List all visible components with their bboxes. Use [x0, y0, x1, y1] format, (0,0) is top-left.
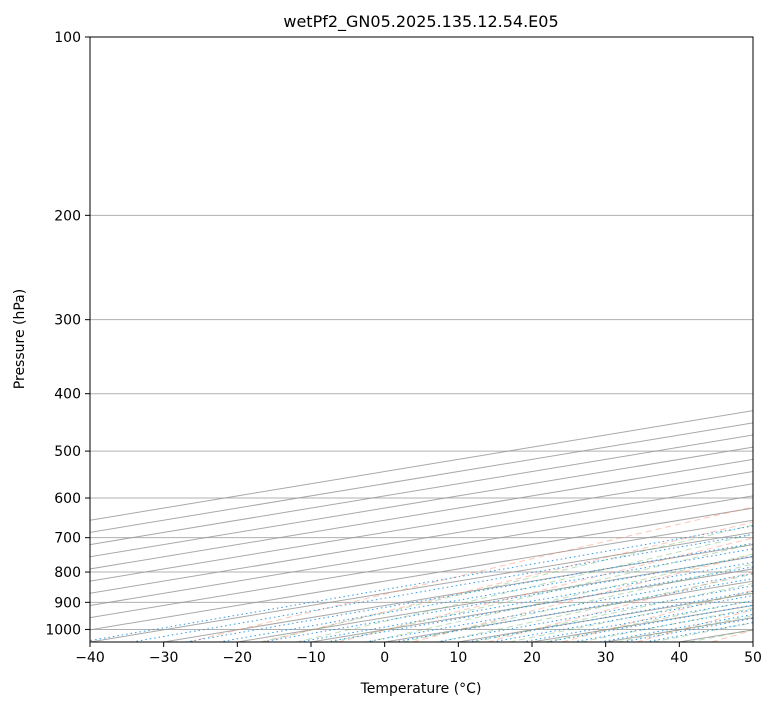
y-tick-label: 800	[54, 565, 81, 581]
y-axis: 100 200 300 400 500 600 700 800 900 1000	[45, 30, 90, 638]
y-tick-label: 700	[54, 531, 81, 547]
isotherm-line	[90, 446, 753, 558]
mixing-ratio-line	[572, 609, 753, 642]
plot-area: 0.10.20.40.611.52346810131620253036-100-…	[90, 37, 753, 642]
x-tick-label: −20	[223, 650, 253, 666]
y-tick-label: 900	[54, 595, 81, 611]
y-tick-label: 400	[54, 387, 81, 403]
moist-adiabat-lines	[260, 524, 753, 642]
pressure-gridlines	[90, 37, 753, 630]
x-tick-label: 20	[523, 650, 541, 666]
dry-adiabat-line	[338, 537, 753, 642]
y-axis-title: Pressure (hPa)	[12, 289, 28, 389]
mixing-ratio-line	[492, 595, 753, 642]
moist-adiabat-line	[544, 599, 753, 642]
isotherm-line	[90, 483, 753, 594]
x-tick-label: −30	[149, 650, 179, 666]
x-tick-label: −40	[75, 650, 105, 666]
moist-adiabat-line	[296, 533, 753, 642]
isotherm-line	[90, 471, 753, 582]
y-tick-label: 100	[54, 30, 81, 46]
y-tick-label: 500	[54, 444, 81, 460]
isotherm-line	[90, 507, 753, 619]
y-tick-label: 200	[54, 208, 81, 224]
dry-adiabat-lines	[188, 506, 753, 642]
y-tick-label: 1000	[45, 622, 81, 638]
mixing-ratio-line	[131, 533, 753, 642]
isotherm-line	[90, 519, 753, 631]
y-tick-label: 600	[54, 491, 81, 507]
plot-frame	[89, 36, 754, 643]
moist-adiabat-line	[331, 543, 753, 642]
x-tick-label: −10	[296, 650, 326, 666]
x-tick-label: 0	[380, 650, 389, 666]
moist-adiabat-line	[473, 582, 753, 642]
x-tick-label: 30	[597, 650, 615, 666]
moist-adiabat-line	[260, 524, 753, 642]
chart-title: wetPf2_GN05.2025.135.12.54.E05	[283, 12, 558, 32]
x-axis-title: Temperature (°C)	[360, 681, 482, 697]
isotherm-line	[90, 434, 753, 546]
mixing-ratio-line	[185, 542, 753, 642]
x-tick-label: 10	[449, 650, 467, 666]
mixing-ratio-lines	[90, 525, 753, 642]
x-tick-label: 40	[670, 650, 688, 666]
x-tick-label: 50	[744, 650, 762, 666]
dry-adiabat-line	[263, 521, 753, 642]
mixing-ratio-line	[522, 600, 753, 642]
isotherm-line	[90, 495, 753, 606]
mixing-ratio-line	[546, 604, 753, 642]
y-tick-label: 300	[54, 313, 81, 329]
x-axis: −40 −30 −20 −10 0 10 20 30 40 50	[75, 642, 762, 666]
moist-adiabat-line	[402, 563, 753, 642]
isotherm-line	[90, 458, 753, 570]
isotherm-line	[90, 531, 753, 642]
mixing-ratio-line	[218, 548, 753, 642]
isotherm-lines	[90, 410, 753, 642]
